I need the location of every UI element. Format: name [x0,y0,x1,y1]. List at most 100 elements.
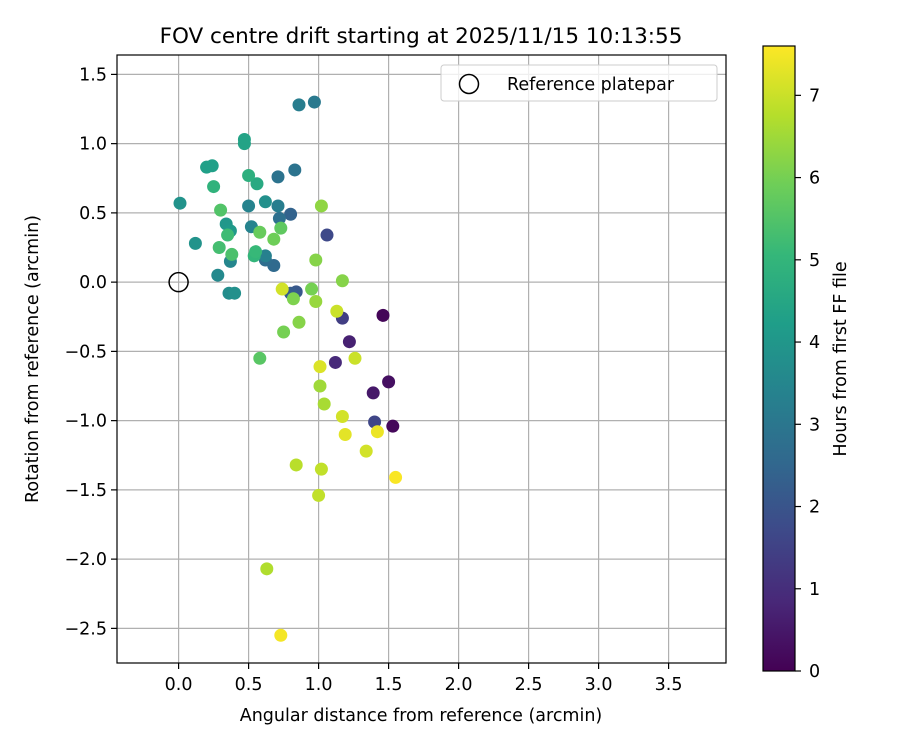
y-tick-label: −1.5 [65,481,108,501]
data-point [207,180,221,194]
legend-reference-marker [458,73,480,95]
reference-platepar-marker [168,271,189,293]
data-point [277,325,291,339]
data-point [242,168,256,182]
data-point [292,98,306,112]
colorbar-tick-label: 7 [809,86,820,106]
x-axis-ticks: 0.0 0.5 1.0 1.5 2.0 2.5 3.0 3.5 [165,663,683,695]
data-point [250,177,264,191]
data-points [173,95,403,642]
y-tick-label: 1.5 [79,65,107,85]
y-tick-label: 0.0 [79,273,107,293]
data-point [205,159,219,173]
colorbar-tick-label: 4 [809,333,820,353]
colorbar-gradient [762,45,796,672]
data-point [313,360,327,374]
data-point [274,628,288,642]
data-point [188,236,202,250]
data-point [258,195,272,209]
data-point [342,335,356,349]
data-point [242,199,256,213]
legend-label: Reference platepar [507,75,675,95]
data-point [288,163,302,177]
y-axis-label: Rotation from reference (arcmin) [23,215,43,503]
data-point [221,228,235,242]
data-point [309,295,323,309]
y-tick-label: 0.5 [79,204,107,224]
data-point [320,228,334,242]
x-tick-label: 1.5 [375,675,403,695]
y-tick-label: −2.0 [65,550,108,570]
data-point [338,427,352,441]
data-point [312,488,326,502]
data-point [272,211,286,225]
data-point [335,409,349,423]
data-point [253,225,267,239]
colorbar-tick-label: 0 [809,662,820,682]
x-tick-label: 0.5 [235,675,263,695]
data-point [307,95,321,109]
data-point [284,207,298,221]
y-tick-label: −2.5 [65,619,108,639]
plot-area: 0.0 0.5 1.0 1.5 2.0 2.5 3.0 3.5 1.5 1.0 0.5 0.0 −0.… [65,54,727,695]
y-tick-label: −1.0 [65,412,108,432]
x-tick-label: 1.0 [305,675,333,695]
data-point [260,562,274,576]
data-point [328,355,342,369]
data-point [237,137,251,151]
data-point [212,241,226,255]
x-tick-label: 0.0 [165,675,193,695]
data-point [214,203,228,217]
data-point [271,170,285,184]
data-point [366,386,380,400]
data-point [313,379,327,393]
colorbar-label: Hours from first FF file [831,261,851,456]
legend-box [440,64,718,102]
grid-lines [117,55,726,663]
data-point [292,315,306,329]
colorbar-tick-label: 1 [809,580,820,600]
data-point [228,286,242,300]
data-point [225,247,239,261]
data-point [267,232,281,246]
data-point [370,425,384,439]
data-point [249,245,263,259]
x-tick-label: 3.0 [585,675,613,695]
colorbar-ticks: 0 1 2 3 4 5 6 7 [795,86,820,682]
colorbar-tick-label: 3 [809,415,820,435]
colorbar-tick-label: 2 [809,498,820,518]
data-point [258,249,272,263]
colorbar: 0 1 2 3 4 5 6 7 Hours from first FF file [762,45,851,682]
data-point [348,351,362,365]
data-point [335,274,349,288]
plot-frame [116,54,727,664]
data-point [389,470,403,484]
data-point [286,292,300,306]
data-point [275,282,289,296]
legend: Reference platepar [440,64,718,102]
y-axis-ticks: 1.5 1.0 0.5 0.0 −0.5 −1.0 −1.5 −2.0 −2.5 [65,65,117,639]
y-tick-label: −0.5 [65,342,108,362]
x-tick-label: 3.5 [655,675,683,695]
data-point [330,304,344,318]
data-point [289,458,303,472]
data-point [314,462,328,476]
data-point [376,308,390,322]
data-point [211,268,225,282]
x-tick-label: 2.5 [515,675,543,695]
data-point [274,221,288,235]
x-axis-label: Angular distance from reference (arcmin) [240,706,603,726]
data-point [271,199,285,213]
data-point [305,282,319,296]
chart-title: FOV centre drift starting at 2025/11/15 … [160,24,683,49]
data-point [253,351,267,365]
data-point [314,199,328,213]
data-point [359,444,373,458]
x-tick-label: 2.0 [445,675,473,695]
data-point [317,397,331,411]
data-point [173,196,187,210]
data-point [382,375,396,389]
data-point [386,419,400,433]
y-tick-label: 1.0 [79,135,107,155]
data-point [309,253,323,267]
